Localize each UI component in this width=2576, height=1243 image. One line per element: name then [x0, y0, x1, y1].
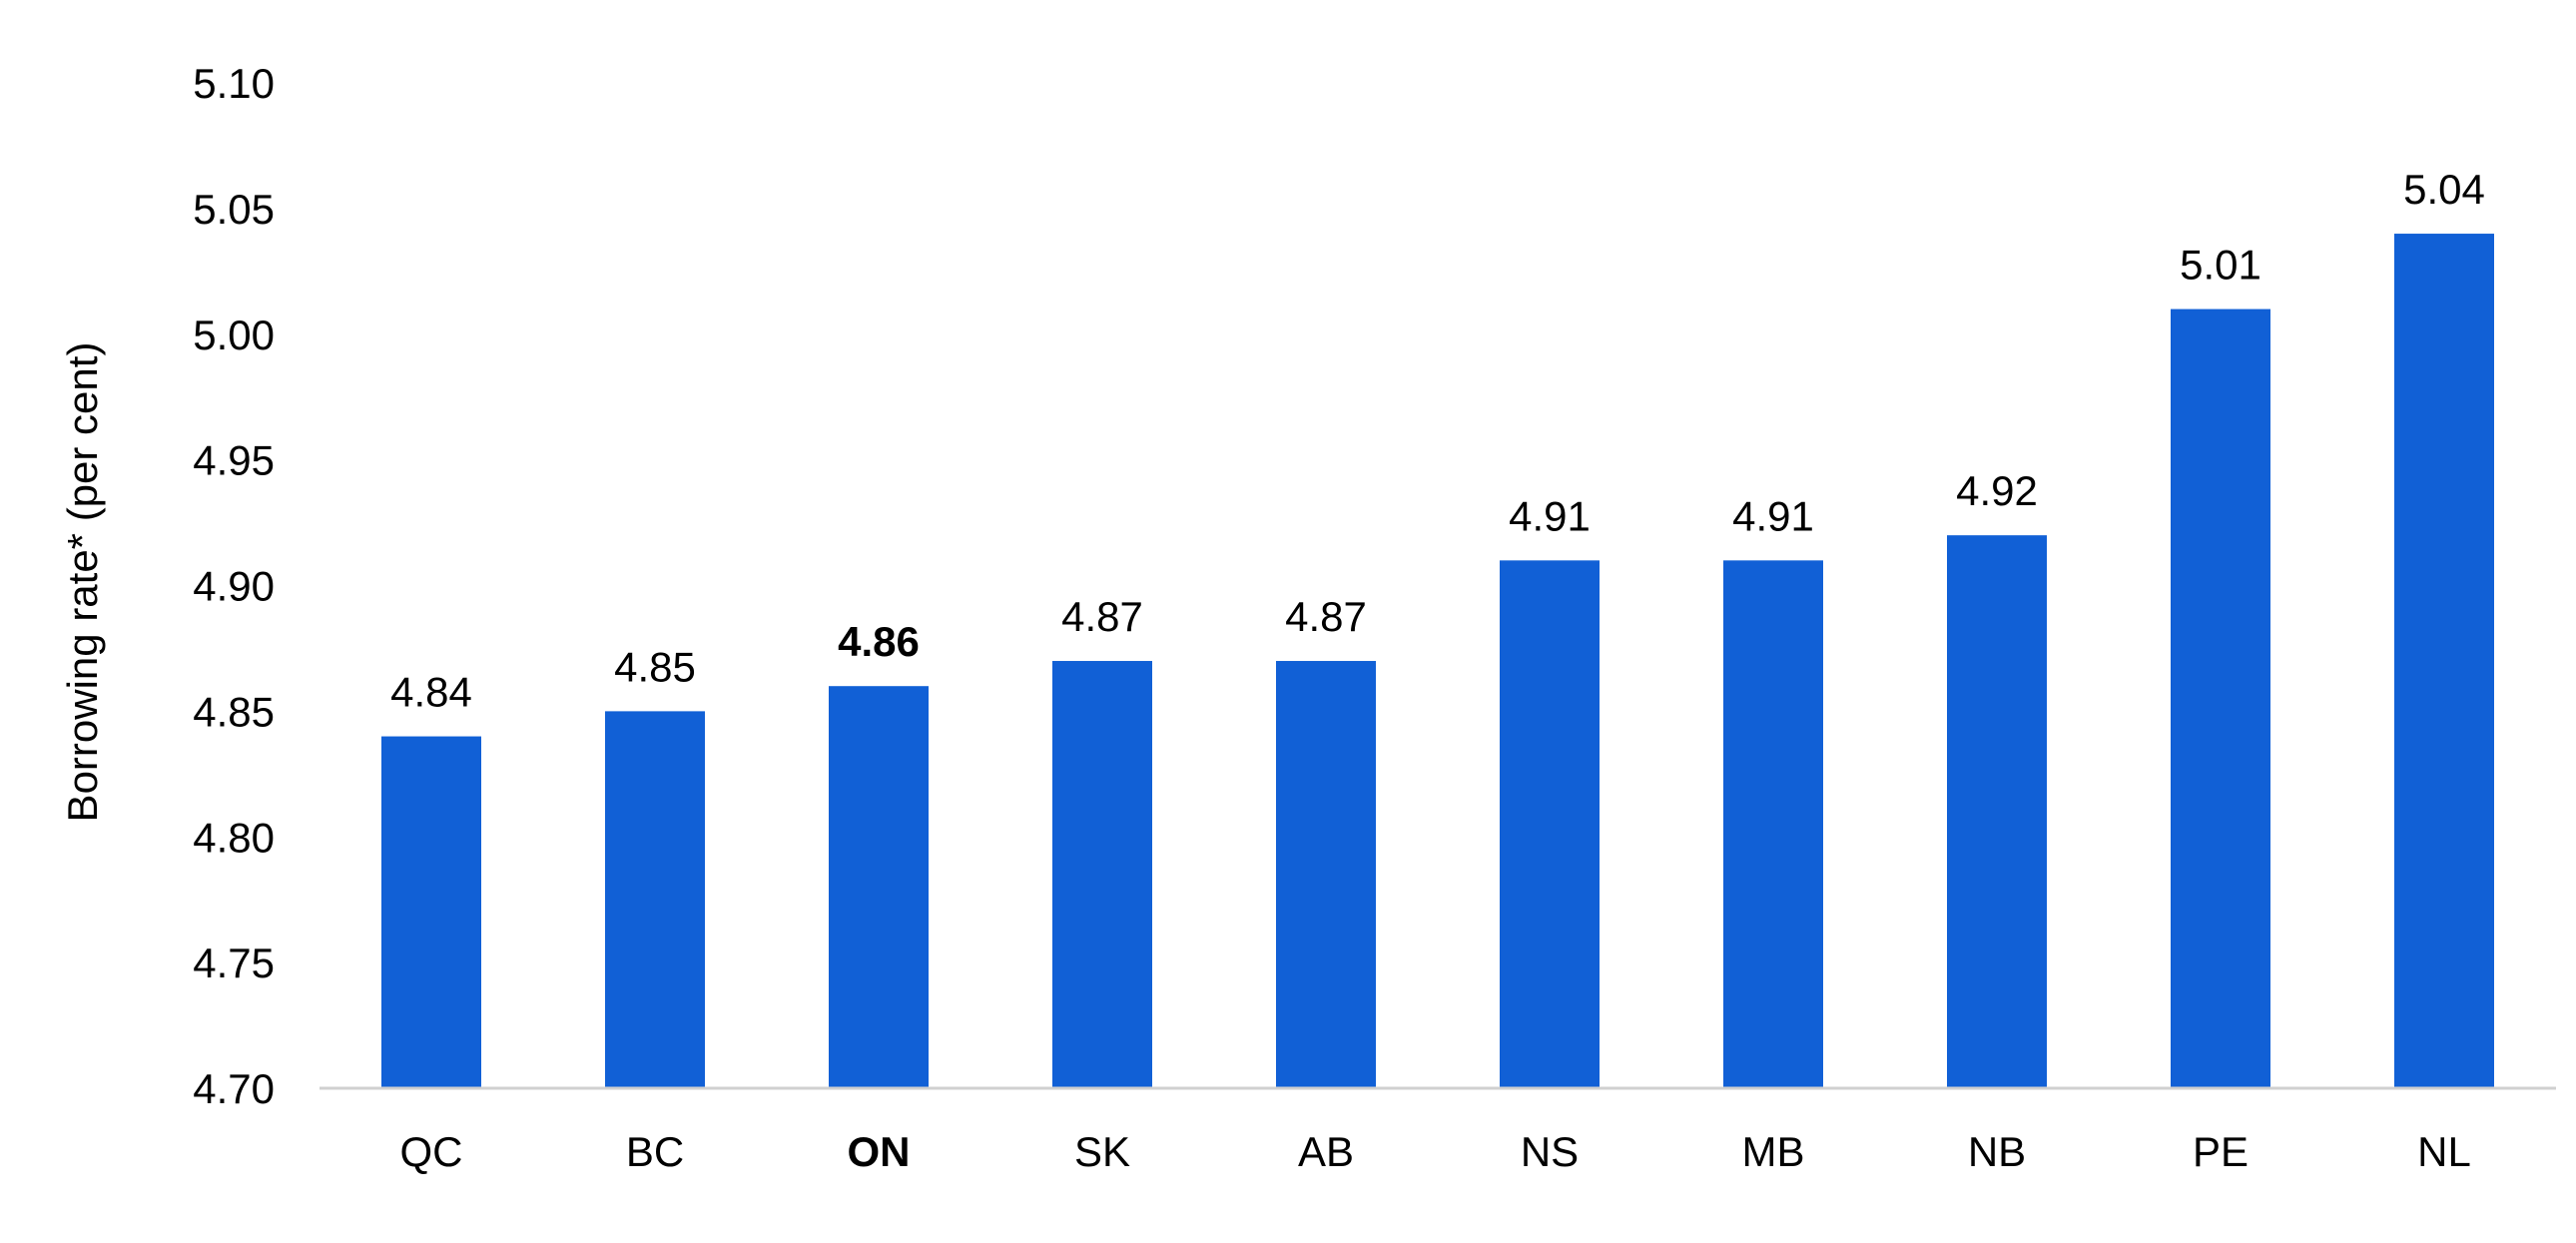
y-tick-label: 5.05	[193, 186, 275, 233]
bar-pe	[2171, 309, 2270, 1088]
y-tick-label: 5.10	[193, 60, 275, 107]
data-label-sk: 4.87	[1061, 593, 1143, 640]
bar-sk	[1052, 661, 1152, 1088]
y-axis-title: Borrowing rate* (per cent)	[59, 342, 106, 823]
data-label-ab: 4.87	[1285, 593, 1367, 640]
x-category-label-sk: SK	[1074, 1128, 1130, 1175]
y-tick-label: 4.95	[193, 437, 275, 484]
data-label-bc: 4.85	[614, 643, 696, 690]
x-category-label-pe: PE	[2193, 1128, 2249, 1175]
y-tick-label: 4.80	[193, 814, 275, 861]
bar-nl	[2394, 234, 2494, 1089]
x-category-label-bc: BC	[626, 1128, 684, 1175]
x-category-label-ns: NS	[1521, 1128, 1579, 1175]
y-tick-label: 4.75	[193, 939, 275, 986]
y-tick-label: 4.70	[193, 1065, 275, 1112]
bar-bc	[605, 711, 705, 1088]
bars-group: 4.84 4.85 4.86 4.87 4.87 4.91 4.91 4.92 5.01 5.04	[381, 166, 2494, 1089]
bar-mb	[1723, 560, 1823, 1088]
y-tick-label: 4.85	[193, 688, 275, 735]
y-tick-label: 5.00	[193, 311, 275, 358]
data-label-nl: 5.04	[2403, 166, 2485, 213]
data-label-ns: 4.91	[1509, 492, 1591, 539]
bar-nb	[1947, 535, 2047, 1088]
x-category-label-qc: QC	[400, 1128, 463, 1175]
data-label-nb: 4.92	[1956, 467, 2038, 514]
x-category-label-ab: AB	[1298, 1128, 1354, 1175]
bar-ab	[1276, 661, 1376, 1088]
y-tick-label: 4.90	[193, 563, 275, 610]
data-label-mb: 4.91	[1732, 492, 1814, 539]
bar-ns	[1500, 560, 1600, 1088]
data-label-pe: 5.01	[2180, 242, 2261, 289]
data-label-qc: 4.84	[390, 669, 472, 716]
y-axis-ticks: 4.70 4.75 4.80 4.85 4.90 4.95 5.00 5.05 5.10	[193, 60, 275, 1112]
data-label-on: 4.86	[838, 618, 920, 665]
x-category-label-on: ON	[848, 1128, 911, 1175]
x-category-label-nl: NL	[2417, 1128, 2471, 1175]
x-category-label-mb: MB	[1742, 1128, 1805, 1175]
x-category-label-nb: NB	[1968, 1128, 2026, 1175]
x-axis-categories: QC BC ON SK AB NS MB NB PE NL	[400, 1128, 2471, 1175]
bar-on	[829, 686, 929, 1088]
bar-qc	[381, 736, 481, 1088]
